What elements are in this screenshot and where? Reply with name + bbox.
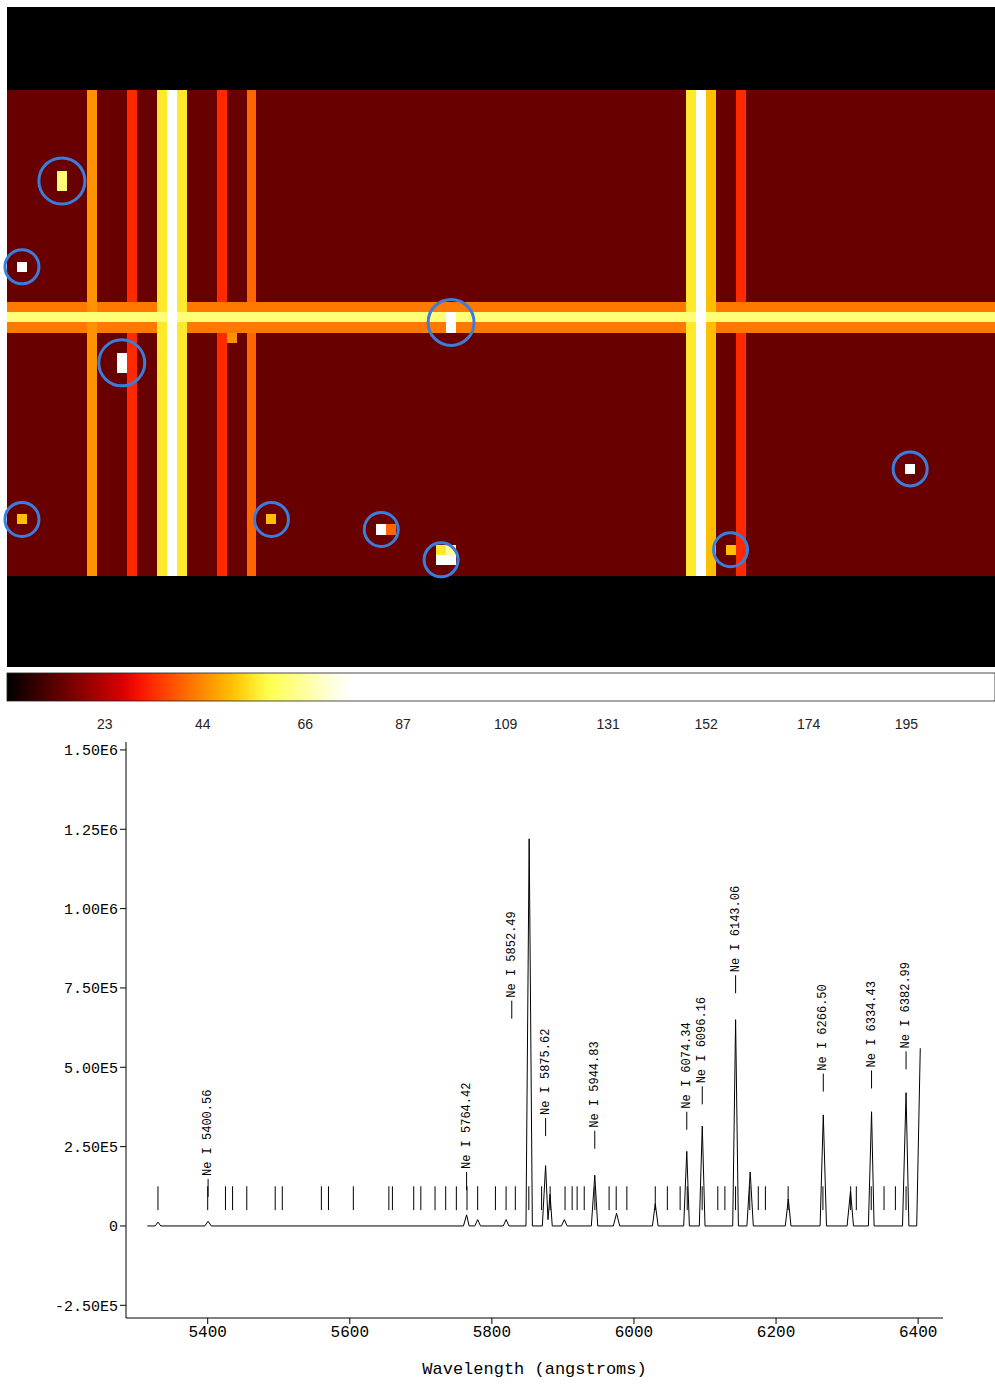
svg-text:66: 66 (297, 716, 313, 732)
svg-text:109: 109 (494, 716, 518, 732)
svg-text:5.00E5: 5.00E5 (64, 1061, 118, 1078)
svg-text:5600: 5600 (331, 1324, 369, 1342)
svg-text:131: 131 (597, 716, 621, 732)
svg-text:195: 195 (895, 716, 919, 732)
svg-text:6000: 6000 (615, 1324, 653, 1342)
svg-text:-2.50E5: -2.50E5 (55, 1299, 118, 1316)
svg-text:1.50E6: 1.50E6 (64, 743, 118, 760)
svg-text:6400: 6400 (899, 1324, 937, 1342)
svg-text:1.25E6: 1.25E6 (64, 823, 118, 840)
svg-text:Ne I 6382.99: Ne I 6382.99 (899, 962, 913, 1048)
svg-text:Ne I 5852.49: Ne I 5852.49 (505, 911, 519, 997)
svg-text:5400: 5400 (188, 1324, 226, 1342)
svg-text:1.00E6: 1.00E6 (64, 902, 118, 919)
svg-text:6200: 6200 (757, 1324, 795, 1342)
svg-text:0: 0 (109, 1219, 118, 1236)
svg-text:Ne I 5944.83: Ne I 5944.83 (588, 1041, 602, 1127)
svg-text:44: 44 (195, 716, 211, 732)
svg-text:Ne I 6074.34: Ne I 6074.34 (680, 1022, 694, 1108)
svg-text:23: 23 (97, 716, 113, 732)
svg-text:Ne I 6266.50: Ne I 6266.50 (816, 984, 830, 1070)
svg-text:152: 152 (694, 716, 718, 732)
svg-text:Ne I 5400.56: Ne I 5400.56 (201, 1090, 215, 1176)
svg-text:174: 174 (797, 716, 821, 732)
svg-text:5800: 5800 (473, 1324, 511, 1342)
svg-text:87: 87 (395, 716, 411, 732)
svg-text:Ne I 6096.16: Ne I 6096.16 (695, 997, 709, 1083)
svg-text:Ne I 6143.06: Ne I 6143.06 (729, 886, 743, 972)
svg-text:2.50E5: 2.50E5 (64, 1140, 118, 1157)
svg-text:7.50E5: 7.50E5 (64, 981, 118, 998)
svg-text:Wavelength (angstroms): Wavelength (angstroms) (422, 1360, 646, 1379)
svg-text:Ne I 5764.42: Ne I 5764.42 (460, 1083, 474, 1169)
svg-text:Ne I 5875.62: Ne I 5875.62 (539, 1029, 553, 1115)
svg-text:Ne I 6334.43: Ne I 6334.43 (865, 981, 879, 1067)
